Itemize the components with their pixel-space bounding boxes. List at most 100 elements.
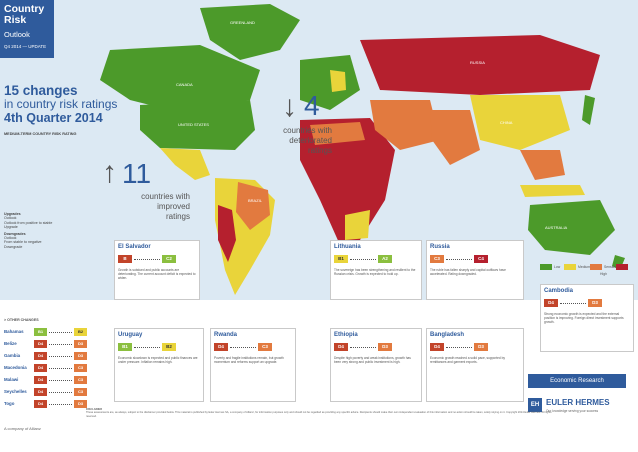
improved-caption-3: ratings xyxy=(165,212,190,221)
badge-connector xyxy=(134,258,160,260)
upgrade-title: Upgrades xyxy=(4,212,21,216)
new-rating-badge: C2 xyxy=(162,255,176,263)
upgrade-line-1: Outlook xyxy=(4,216,17,221)
improved-count: 11 xyxy=(122,158,152,189)
report-edition: Q4 2014 — UPDATE xyxy=(4,44,47,49)
new-rating-badge: A2 xyxy=(378,255,392,263)
other-change-country: Macedonia xyxy=(4,365,27,370)
legend-label-sensitive: Sensitive xyxy=(604,265,618,269)
down-arrow-icon: ↓ xyxy=(282,90,297,123)
other-changes-title: > OTHER CHANGES xyxy=(4,318,39,322)
card-country-name: Bangladesh xyxy=(430,332,465,338)
headline-sub: in country risk ratings xyxy=(4,97,118,111)
card-description: Poverty and fragile institutions remain,… xyxy=(214,356,284,364)
report-title: Country Risk xyxy=(4,4,44,26)
up-arrow-icon: ↑ xyxy=(102,156,117,189)
other-change-old: D4 xyxy=(34,376,47,384)
economic-research-banner: Economic Research xyxy=(528,374,626,388)
old-rating-badge: B1 xyxy=(334,255,348,263)
other-change-row: Seychelles D4 C3 xyxy=(4,388,88,398)
downgrade-line-2: From stable to negative xyxy=(4,240,42,245)
other-change-old: D4 xyxy=(34,364,47,372)
card-lithuania: Lithuania B1 A2 The sovereign has been s… xyxy=(330,240,422,300)
badge-connector xyxy=(446,258,472,260)
card-description: Despite high poverty and weak institutio… xyxy=(334,356,411,364)
deteriorated-count: 4 xyxy=(304,90,320,121)
report-title-line1: Country xyxy=(4,3,45,15)
card-description: Growth is subdued and public accounts ar… xyxy=(118,268,196,280)
downgrade-line-1: Outlook xyxy=(4,236,17,241)
change-legend: Upgrades Outlook Outlook from positive t… xyxy=(4,212,74,249)
card-country-name: Ethiopia xyxy=(334,332,358,338)
company-tagline: Our knowledge serving your success xyxy=(546,409,599,413)
card-rwanda: Rwanda D4 C3 Poverty and fragile institu… xyxy=(210,328,296,402)
downgrade-line-3: Downgrade xyxy=(4,244,23,249)
legend-label-high: High xyxy=(600,272,607,276)
rating-sublabel: MEDIUM-TERM COUNTRY RISK RATING xyxy=(4,132,77,136)
badge-connector xyxy=(134,346,160,348)
card-cambodia: Cambodia D4 D3 Strong economic growth is… xyxy=(540,284,634,352)
deteriorated-caption: countries with deteriorated ratings xyxy=(262,126,332,156)
card-description: Economic growth reached a solid pace, su… xyxy=(430,356,505,364)
old-rating-badge: B1 xyxy=(118,343,132,351)
other-change-old: D4 xyxy=(34,340,47,348)
deteriorated-caption-1: countries with xyxy=(283,126,332,135)
badge-connector xyxy=(230,346,256,348)
card-badges: B C2 xyxy=(118,255,180,263)
other-change-row: Bahamas B1 B2 xyxy=(4,328,88,338)
report-subtitle: Outlook xyxy=(4,30,30,39)
other-change-new: B2 xyxy=(74,328,87,336)
deteriorated-caption-2: deteriorated xyxy=(289,136,332,145)
other-change-old: D4 xyxy=(34,400,47,408)
card-country-name: El Salvador xyxy=(118,244,151,250)
badge-connector xyxy=(49,355,72,357)
badge-connector xyxy=(350,346,376,348)
allianz-credit: A company of Allianz xyxy=(4,426,41,431)
card-country-name: Russia xyxy=(430,244,450,250)
company-name: EULER HERMES xyxy=(546,398,610,407)
improved-caption-1: countries with xyxy=(141,192,190,201)
legend-label-low: Low xyxy=(554,265,561,269)
other-change-country: Bahamas xyxy=(4,329,24,334)
badge-connector xyxy=(49,391,72,393)
old-rating-badge: D4 xyxy=(544,299,558,307)
other-change-old: D4 xyxy=(34,388,47,396)
improved-caption-2: improved xyxy=(157,202,190,211)
badge-connector xyxy=(49,331,72,333)
legend-swatch-low xyxy=(540,264,552,270)
report-title-line2: Risk xyxy=(4,14,27,26)
card-badges: D4 D3 xyxy=(430,343,492,351)
new-rating-badge: B2 xyxy=(162,343,176,351)
improved-caption: countries with improved ratings xyxy=(120,192,190,222)
upgrade-line-2: Outlook from positive to stable xyxy=(4,220,53,225)
card-bangladesh: Bangladesh D4 D3 Economic growth reached… xyxy=(426,328,524,402)
new-rating-badge: D3 xyxy=(474,343,488,351)
world-map-shapes xyxy=(100,4,625,295)
other-change-old: B1 xyxy=(34,328,47,336)
old-rating-badge: C3 xyxy=(430,255,444,263)
other-change-row: Macedonia D4 C3 xyxy=(4,364,88,374)
legend-swatch-high xyxy=(616,264,628,270)
downgrade-title: Downgrades xyxy=(4,231,26,236)
headline-quarter: 4th Quarter 2014 xyxy=(4,111,103,125)
other-change-new: C3 xyxy=(74,364,87,372)
card-badges: D4 D3 xyxy=(334,343,396,351)
badge-connector xyxy=(49,379,72,381)
map-label-russia: RUSSIA xyxy=(470,60,485,65)
card-uruguay: Uruguay B1 B2 Economic slowdown is expec… xyxy=(114,328,204,402)
other-change-new: C3 xyxy=(74,376,87,384)
new-rating-badge: C3 xyxy=(258,343,272,351)
badge-connector xyxy=(446,346,472,348)
other-change-country: Seychelles xyxy=(4,389,27,394)
card-russia: Russia C3 C4 The ruble has fallen sharpl… xyxy=(426,240,524,300)
headline-count: 15 changes xyxy=(4,83,78,98)
card-country-name: Uruguay xyxy=(118,332,143,338)
other-change-row: Togo D4 D3 xyxy=(4,400,88,410)
card-country-name: Cambodia xyxy=(544,288,574,294)
badge-connector xyxy=(49,403,72,405)
old-rating-badge: D4 xyxy=(334,343,348,351)
other-change-new: D3 xyxy=(74,352,87,360)
map-label-brazil: BRAZIL xyxy=(248,198,263,203)
old-rating-badge: D4 xyxy=(430,343,444,351)
new-rating-badge: C4 xyxy=(474,255,488,263)
